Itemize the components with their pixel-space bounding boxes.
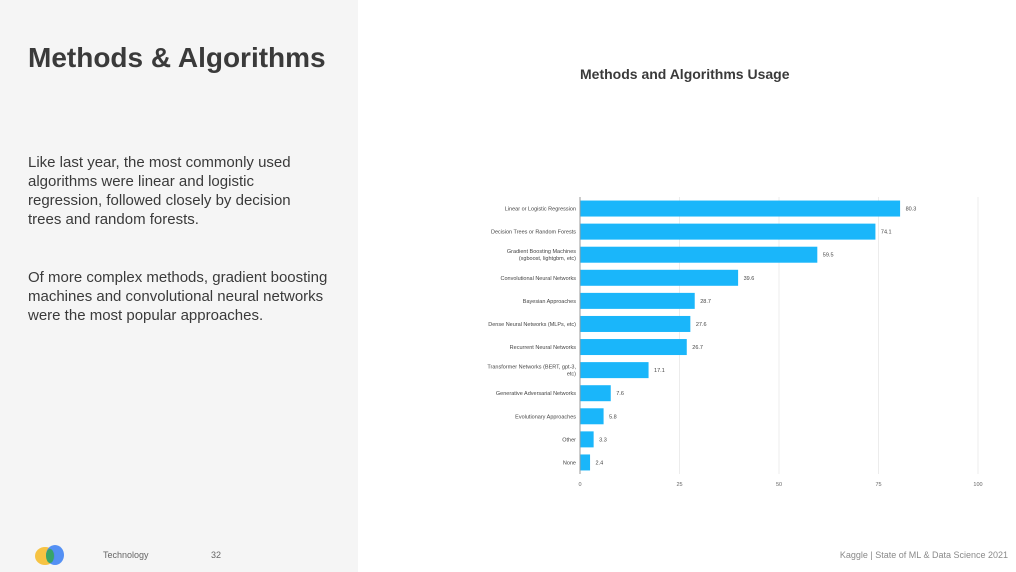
category-label: Transformer Networks (BERT, gpt-3, etc) — [487, 365, 576, 378]
bar — [580, 246, 818, 263]
value-label: 17.1 — [654, 368, 665, 374]
x-tick-label: 50 — [776, 482, 782, 488]
value-label: 28.7 — [700, 299, 711, 305]
slide-title: Methods & Algorithms — [28, 42, 326, 73]
value-label: 3.3 — [599, 437, 607, 443]
value-label: 80.3 — [906, 207, 917, 213]
category-label: Convolutional Neural Networks — [500, 276, 576, 282]
category-label: Other — [562, 437, 576, 443]
bar — [580, 385, 611, 402]
bar — [580, 223, 876, 240]
category-label: Dense Neural Networks (MLPs, etc) — [488, 322, 576, 328]
intro-paragraph: Like last year, the most commonly used a… — [28, 154, 291, 228]
detail-paragraph: Of more complex methods, gradient boosti… — [28, 269, 328, 324]
value-label: 74.1 — [881, 230, 892, 236]
x-tick-label: 25 — [676, 482, 682, 488]
value-label: 2.4 — [596, 460, 604, 466]
bar-chart: 0 25 50 75 100 Linear or Logistic Regression 8… — [487, 197, 983, 488]
bar — [580, 454, 591, 471]
left-panel — [0, 0, 358, 572]
value-label: 39.6 — [744, 276, 755, 282]
page-number: 32 — [211, 550, 222, 560]
category-label: Decision Trees or Random Forests — [491, 230, 576, 236]
x-tick-label: 75 — [875, 482, 881, 488]
bar — [580, 431, 594, 448]
value-label: 59.5 — [823, 253, 834, 259]
bar — [580, 362, 649, 379]
bar — [580, 339, 687, 356]
bar — [580, 292, 695, 309]
bar — [580, 269, 739, 286]
category-label: Generative Adversarial Networks — [496, 391, 576, 397]
category-label: Bayesian Approaches — [523, 299, 576, 305]
category-label: Evolutionary Approaches — [515, 414, 576, 420]
footer-section: Technology — [103, 550, 149, 560]
category-label: None — [563, 460, 576, 466]
value-label: 26.7 — [692, 345, 703, 351]
category-label: Recurrent Neural Networks — [510, 345, 577, 351]
bar — [580, 408, 604, 425]
x-tick-label: 100 — [973, 482, 982, 488]
value-label: 7.6 — [616, 391, 624, 397]
category-label: Linear or Logistic Regression — [505, 207, 576, 213]
bar — [580, 200, 901, 217]
value-label: 27.6 — [696, 322, 707, 328]
value-label: 5.8 — [609, 414, 617, 420]
x-tick-label: 0 — [578, 482, 581, 488]
bar — [580, 315, 691, 332]
chart-title: Methods and Algorithms Usage — [580, 66, 790, 82]
kaggle-logo-icon — [35, 545, 64, 565]
category-label: Gradient Boosting Machines (xgboost, ligh… — [507, 249, 576, 262]
footer-credit: Kaggle | State of ML & Data Science 2021 — [839, 550, 1008, 560]
